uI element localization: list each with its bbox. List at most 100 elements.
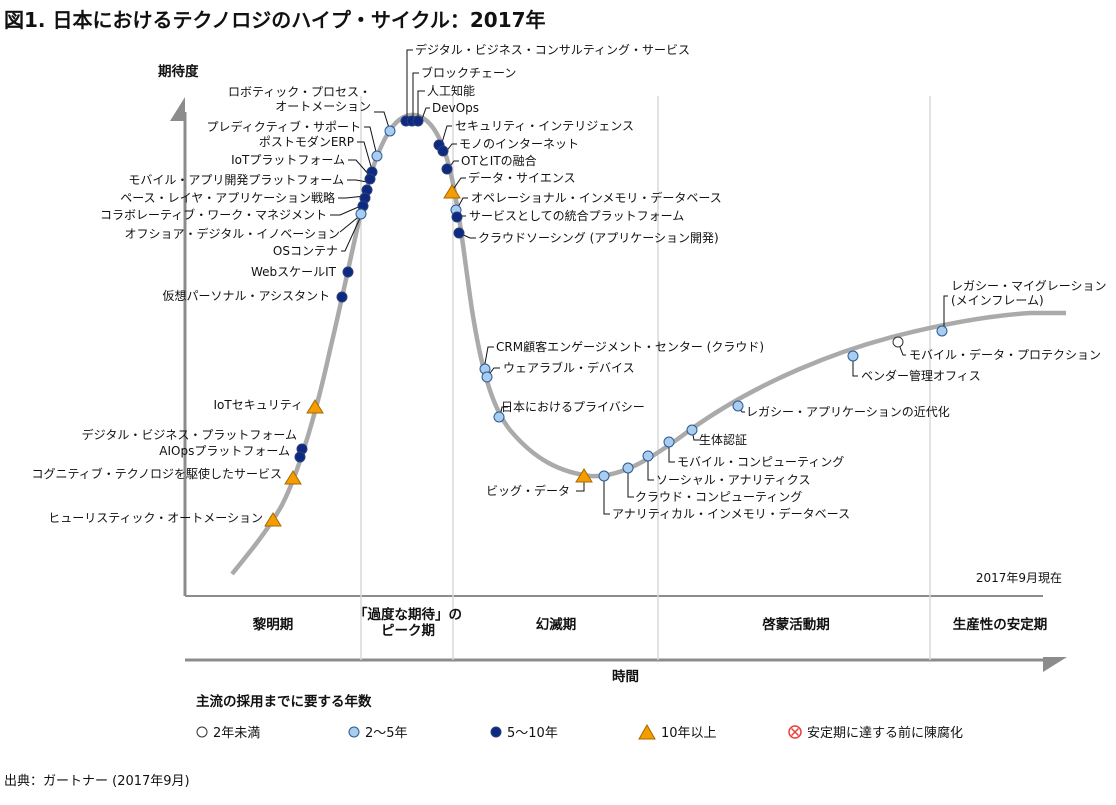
orange-triangle-icon	[638, 723, 656, 739]
marker-2to5[interactable]	[355, 208, 367, 220]
phase-label-line: 「過度な期待」の	[354, 606, 462, 623]
tech-label: ビッグ・データ	[486, 483, 570, 498]
tech-label: CRM顧客エンゲージメント・センター (クラウド)	[496, 339, 764, 354]
tech-label: デジタル・ビジネス・プラットフォーム	[82, 427, 297, 442]
tech-label: プレディクティブ・サポート	[207, 119, 361, 134]
marker-2to5[interactable]	[686, 424, 698, 436]
tech-label-line: (メインフレーム)	[951, 293, 1044, 307]
tech-label: DevOps	[432, 101, 479, 115]
marker-2to5[interactable]	[663, 436, 675, 448]
tech-label: 日本におけるプライバシー	[501, 400, 645, 414]
marker-2to5[interactable]	[642, 450, 654, 462]
tech-labels: デジタル・ビジネス・コンサルティング・サービス ブロックチェーン 人工知能 ロボ…	[31, 42, 1106, 525]
marker-2to5[interactable]	[371, 150, 383, 162]
legend-label: 5〜10年	[507, 726, 558, 741]
marker-lt2[interactable]	[892, 336, 904, 348]
legend-item-obsolete: 安定期に達する前に陳腐化	[788, 722, 963, 741]
marker-gt10[interactable]	[575, 468, 593, 483]
tech-label: IoTセキュリティ	[214, 398, 304, 412]
tech-label: オフショア・デジタル・イノベーション	[124, 226, 340, 241]
legend-item-lt2: 2年未満	[196, 722, 348, 741]
tech-label: 人工知能	[427, 84, 475, 98]
tech-label: ヒューリスティック・オートメーション	[48, 511, 263, 525]
tech-label: ロボティック・プロセス・オートメーション	[228, 85, 371, 113]
marker-2to5[interactable]	[481, 371, 493, 383]
legend-item-2to5: 2〜5年	[348, 722, 490, 741]
tech-label: モバイル・データ・プロテクション	[909, 347, 1101, 362]
legend-item-5to10: 5〜10年	[490, 722, 638, 741]
tech-label-line: レガシー・マイグレーション	[951, 279, 1107, 293]
leader-lines	[330, 49, 948, 515]
legend-items: 2年未満 2〜5年 5〜10年 10年以上 安定期に達する前に陳腐化	[196, 722, 963, 741]
marker-gt10[interactable]	[264, 512, 282, 527]
marker-gt10[interactable]	[443, 184, 461, 199]
tech-label: コグニティブ・テクノロジを駆使したサービス	[31, 466, 282, 481]
tech-label: デジタル・ビジネス・コンサルティング・サービス	[415, 42, 690, 57]
tech-label: レガシー・アプリケーションの近代化	[746, 405, 950, 419]
marker-2to5[interactable]	[936, 325, 948, 337]
phase-labels: 黎明期 「過度な期待」のピーク期 幻滅期 啓蒙活動期 生産性の安定期	[253, 606, 1048, 639]
red-cross-circle-icon	[788, 724, 802, 739]
marker-5to10[interactable]	[453, 227, 465, 239]
marker-5to10[interactable]	[451, 211, 463, 223]
marker-2to5[interactable]	[384, 125, 396, 137]
marker-5to10[interactable]	[364, 173, 376, 185]
tech-label: データ・サイエンス	[468, 170, 576, 185]
legend: 主流の採用までに要する年数 2年未満 2〜5年 5〜10年 10年以上 安定期に…	[196, 690, 963, 741]
tech-label-line: ピーク期	[381, 623, 435, 639]
tech-label-line: オートメーション	[275, 99, 371, 113]
tech-label: クラウド・コンピューティング	[635, 490, 802, 504]
source-note: 出典：ガートナー (2017年9月)	[4, 774, 190, 789]
phase-label: 幻滅期	[536, 616, 577, 633]
figure-title: 図1. 日本におけるテクノロジのハイプ・サイクル：2017年	[4, 8, 546, 32]
tech-label: モバイル・コンピューティング	[677, 455, 844, 469]
marker-2to5[interactable]	[847, 350, 859, 362]
marker-2to5[interactable]	[598, 470, 610, 482]
x-axis-arrow	[1043, 657, 1067, 672]
tech-label: ベンダー管理オフィス	[861, 368, 981, 383]
tech-label: ポストモダンERP	[259, 134, 354, 149]
marker-2to5[interactable]	[493, 411, 505, 423]
tech-label: 生体認証	[699, 432, 747, 447]
legend-title: 主流の採用までに要する年数	[196, 694, 372, 710]
phase-label: 生産性の安定期	[953, 616, 1048, 633]
marker-5to10[interactable]	[342, 266, 354, 278]
tech-label: ブロックチェーン	[421, 65, 516, 80]
tech-label: モバイル・アプリ開発プラットフォーム	[128, 173, 344, 187]
marker-gt10[interactable]	[306, 399, 324, 414]
marker-2to5[interactable]	[622, 462, 634, 474]
phase-label: 「過度な期待」のピーク期	[354, 606, 462, 639]
x-axis-label: 時間	[612, 668, 639, 685]
tech-label: ソーシャル・アナリティクス	[656, 473, 810, 487]
legend-label: 10年以上	[661, 726, 717, 741]
tech-label: IoTプラットフォーム	[231, 153, 345, 167]
tech-markers	[264, 115, 948, 527]
tech-label: ウェアラブル・デバイス	[503, 360, 635, 375]
legend-label: 2〜5年	[365, 726, 408, 741]
y-axis-label: 期待度	[158, 63, 199, 80]
marker-5to10[interactable]	[437, 145, 449, 157]
tech-label: ペース・レイヤ・アプリケーション戦略	[120, 190, 335, 205]
tech-label: WebスケールIT	[251, 265, 337, 279]
tech-label: OSコンテナ	[273, 244, 338, 258]
tech-label: クラウドソーシング (アプリケーション開発)	[478, 231, 719, 245]
marker-2to5[interactable]	[732, 400, 744, 412]
tech-label: コラボレーティブ・ワーク・マネジメント	[100, 207, 327, 222]
marker-5to10[interactable]	[441, 163, 453, 175]
marker-gt10[interactable]	[284, 470, 302, 485]
tech-label: セキュリティ・インテリジェンス	[455, 119, 634, 133]
phase-label: 黎明期	[253, 616, 294, 633]
phase-label: 啓蒙活動期	[762, 616, 830, 633]
marker-5to10[interactable]	[412, 115, 424, 127]
marker-5to10[interactable]	[336, 291, 348, 303]
legend-item-gt10: 10年以上	[638, 722, 788, 741]
dark-blue-circle-icon	[490, 726, 502, 737]
as-of-date: 2017年9月現在	[976, 571, 1062, 585]
marker-5to10[interactable]	[294, 451, 306, 463]
light-blue-circle-icon	[348, 726, 360, 737]
tech-label: モノのインターネット	[459, 137, 579, 151]
legend-label: 2年未満	[213, 726, 261, 741]
tech-label: レガシー・マイグレーション(メインフレーム)	[951, 279, 1107, 307]
tech-label: OTとITの融合	[461, 153, 537, 168]
